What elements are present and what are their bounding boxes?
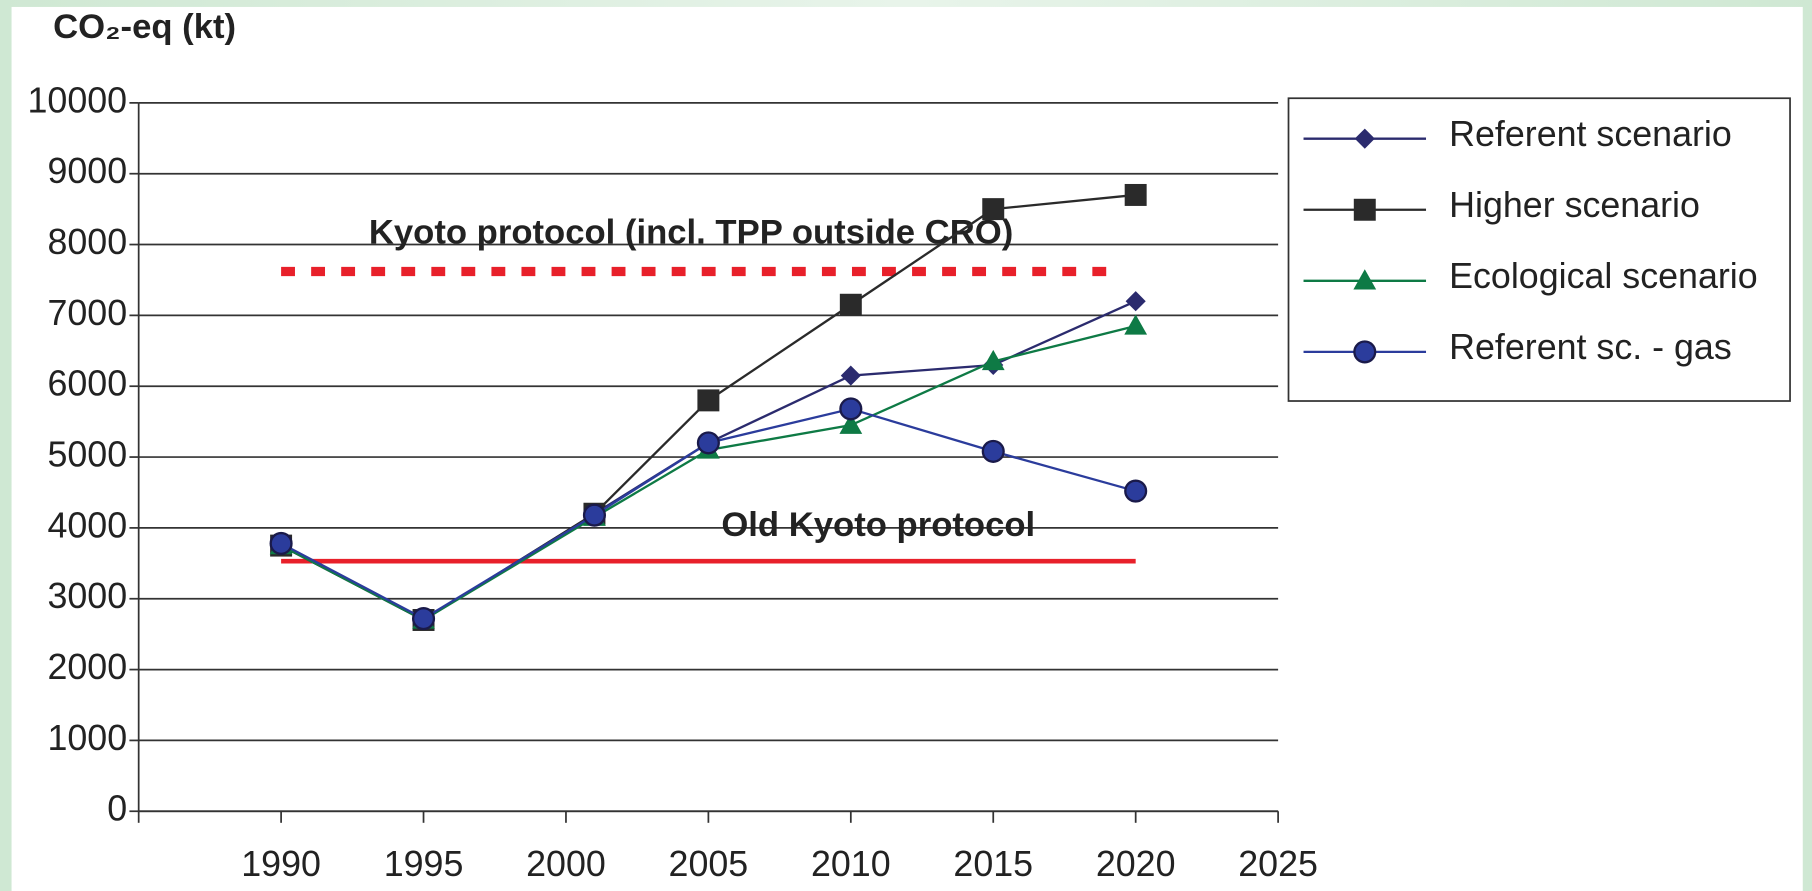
y-tick-label: 4000 xyxy=(47,505,127,545)
data-point xyxy=(411,607,436,631)
data-point xyxy=(839,293,862,316)
data-point xyxy=(1124,314,1148,335)
data-point xyxy=(1124,479,1148,503)
x-tick-label: 2020 xyxy=(1096,844,1176,884)
legend-label: Referent scenario xyxy=(1449,114,1732,154)
y-tick-label: 0 xyxy=(107,789,127,829)
y-tick-label: 6000 xyxy=(47,364,127,404)
data-point xyxy=(982,198,1005,221)
y-tick-label: 5000 xyxy=(47,435,127,475)
legend-label: Referent sc. - gas xyxy=(1449,327,1732,367)
data-point xyxy=(839,413,863,434)
data-point xyxy=(839,397,863,421)
data-point xyxy=(697,389,720,412)
y-tick-label: 3000 xyxy=(47,576,127,616)
x-tick-label: 2010 xyxy=(811,844,891,884)
x-tick-label: 2005 xyxy=(669,844,749,884)
legend-label: Ecological scenario xyxy=(1449,256,1758,296)
y-tick-label: 10000 xyxy=(28,80,128,120)
data-point xyxy=(269,531,293,556)
data-point xyxy=(840,365,861,386)
x-tick-label: 1990 xyxy=(241,844,321,884)
legend-marker xyxy=(1353,340,1377,364)
y-tick-label: 7000 xyxy=(47,293,127,333)
y-tick-label: 9000 xyxy=(47,151,127,191)
legend-marker xyxy=(1353,198,1376,221)
reference-label: Old Kyoto protocol xyxy=(721,506,1035,544)
data-point xyxy=(696,431,720,455)
legend-marker xyxy=(1353,269,1377,290)
x-tick-label: 2025 xyxy=(1238,844,1318,884)
data-point xyxy=(981,349,1005,371)
legend-marker xyxy=(1354,128,1375,149)
y-tick-label: 8000 xyxy=(47,222,127,262)
x-tick-label: 2000 xyxy=(526,844,606,884)
data-point xyxy=(1124,183,1147,206)
y-tick-label: 2000 xyxy=(47,647,127,687)
reference-label: Kyoto protocol (incl. TPP outside CRO) xyxy=(369,214,1013,252)
y-tick-label: 1000 xyxy=(47,718,127,758)
legend-label: Higher scenario xyxy=(1449,185,1700,225)
data-point xyxy=(1125,291,1146,312)
data-point xyxy=(981,439,1005,463)
x-tick-label: 1995 xyxy=(384,844,464,884)
data-point xyxy=(582,503,607,527)
x-tick-label: 2015 xyxy=(953,844,1033,884)
y-axis-label: CO₂-eq (kt) xyxy=(53,8,236,46)
